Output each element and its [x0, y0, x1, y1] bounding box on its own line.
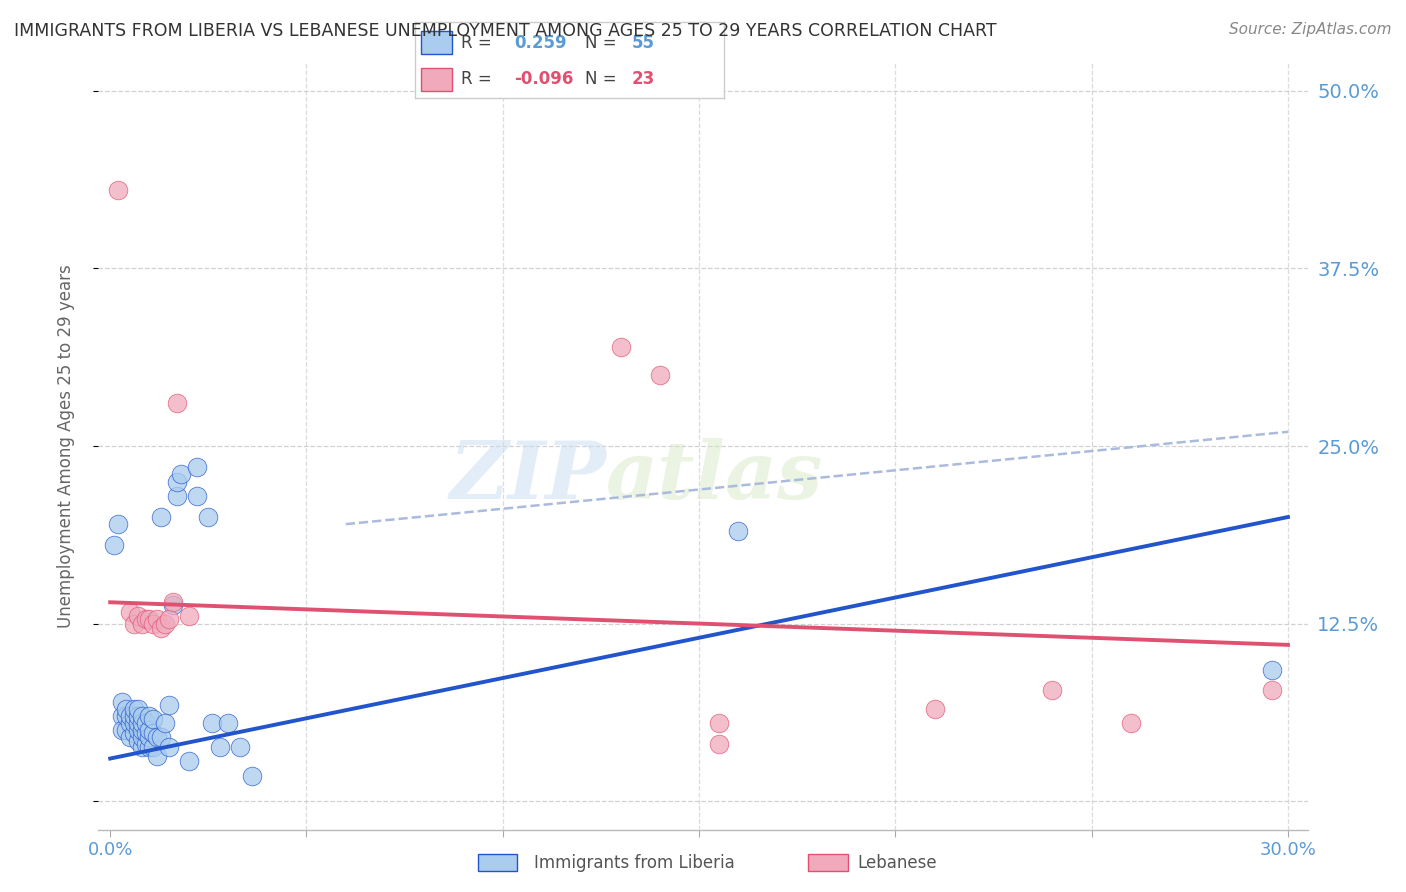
Point — [1261, 664, 1284, 678]
Point — [727, 524, 749, 539]
Text: 55: 55 — [631, 34, 654, 52]
Text: Immigrants from Liberia: Immigrants from Liberia — [534, 854, 735, 871]
Point — [1119, 716, 1142, 731]
Text: -0.096: -0.096 — [513, 70, 574, 88]
Point — [107, 183, 129, 197]
Point — [111, 695, 134, 709]
Point — [142, 712, 165, 726]
Point — [118, 716, 141, 731]
Point — [138, 740, 160, 755]
Point — [115, 723, 138, 738]
Point — [209, 740, 232, 755]
Point — [122, 726, 145, 740]
Text: R =: R = — [461, 34, 498, 52]
Point — [118, 709, 141, 723]
Point — [217, 716, 239, 731]
Point — [1261, 683, 1284, 698]
Point — [135, 612, 157, 626]
Text: IMMIGRANTS FROM LIBERIA VS LEBANESE UNEMPLOYMENT AMONG AGES 25 TO 29 YEARS CORRE: IMMIGRANTS FROM LIBERIA VS LEBANESE UNEM… — [14, 22, 997, 40]
Point — [229, 740, 252, 755]
Point — [240, 768, 263, 782]
Point — [150, 510, 173, 524]
Point — [138, 612, 160, 626]
Point — [131, 716, 153, 731]
Point — [186, 489, 208, 503]
Point — [122, 716, 145, 731]
Point — [127, 702, 149, 716]
Point — [127, 723, 149, 738]
Point — [115, 709, 138, 723]
Point — [111, 709, 134, 723]
FancyBboxPatch shape — [420, 31, 451, 54]
Text: R =: R = — [461, 70, 498, 88]
Point — [150, 730, 173, 744]
Point — [135, 716, 157, 731]
FancyBboxPatch shape — [420, 68, 451, 91]
Text: N =: N = — [585, 34, 621, 52]
Point — [166, 475, 188, 489]
Point — [138, 730, 160, 744]
Point — [166, 396, 188, 410]
Point — [127, 609, 149, 624]
Point — [122, 709, 145, 723]
Point — [197, 510, 219, 524]
Point — [131, 740, 153, 755]
Point — [115, 702, 138, 716]
Point — [118, 605, 141, 619]
Point — [648, 368, 671, 382]
Point — [131, 730, 153, 744]
Point — [157, 612, 180, 626]
Point — [186, 460, 208, 475]
Point — [166, 489, 188, 503]
Y-axis label: Unemployment Among Ages 25 to 29 years: Unemployment Among Ages 25 to 29 years — [56, 264, 75, 628]
Point — [146, 612, 169, 626]
Point — [131, 723, 153, 738]
Point — [609, 340, 631, 354]
Point — [131, 709, 153, 723]
Point — [135, 737, 157, 751]
Point — [150, 621, 173, 635]
Point — [142, 740, 165, 755]
Point — [162, 598, 184, 612]
Point — [142, 726, 165, 740]
Point — [157, 698, 180, 712]
Point — [138, 709, 160, 723]
Point — [707, 716, 730, 731]
Point — [138, 723, 160, 738]
Point — [153, 716, 176, 731]
Point — [1042, 683, 1064, 698]
Point — [177, 609, 200, 624]
Point — [707, 737, 730, 751]
Point — [146, 748, 169, 763]
Text: N =: N = — [585, 70, 621, 88]
Point — [118, 730, 141, 744]
Point — [122, 702, 145, 716]
Text: Source: ZipAtlas.com: Source: ZipAtlas.com — [1229, 22, 1392, 37]
Point — [127, 734, 149, 748]
Text: ZIP: ZIP — [450, 438, 606, 516]
Point — [107, 517, 129, 532]
Point — [162, 595, 184, 609]
Point — [127, 716, 149, 731]
Point — [177, 755, 200, 769]
Point — [131, 616, 153, 631]
Text: 23: 23 — [631, 70, 655, 88]
Point — [127, 709, 149, 723]
Text: Lebanese: Lebanese — [858, 854, 938, 871]
Point — [924, 702, 946, 716]
Point — [142, 616, 165, 631]
Point — [201, 716, 224, 731]
Text: atlas: atlas — [606, 438, 824, 516]
Point — [157, 740, 180, 755]
Point — [103, 538, 125, 552]
Point — [170, 467, 193, 482]
Point — [135, 726, 157, 740]
Point — [122, 616, 145, 631]
Text: 0.259: 0.259 — [513, 34, 567, 52]
Point — [146, 730, 169, 744]
Point — [153, 616, 176, 631]
Point — [111, 723, 134, 738]
